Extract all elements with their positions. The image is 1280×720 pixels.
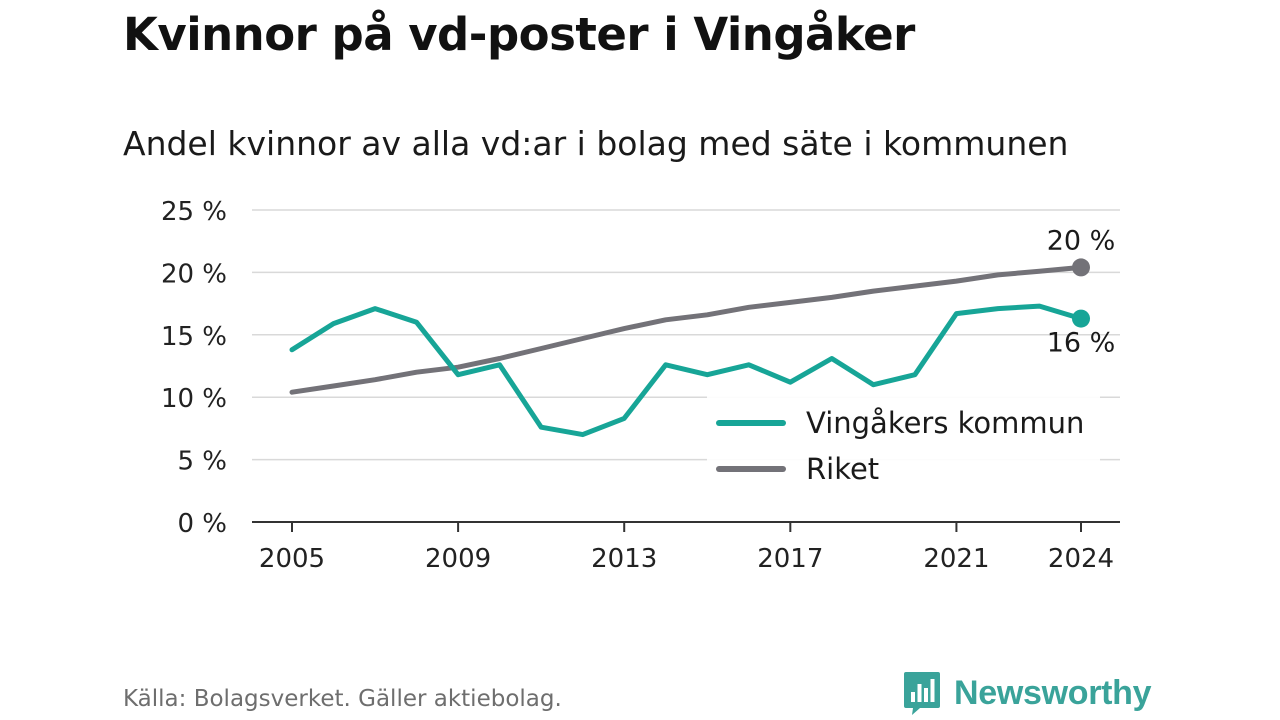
- end-label-riket: 20 %: [1047, 225, 1116, 256]
- end-labels: 20 % 16 %: [1047, 225, 1116, 358]
- y-tick-label: 15 %: [161, 322, 227, 352]
- legend-label-riket: Riket: [806, 452, 879, 486]
- y-tick-label: 25 %: [161, 197, 227, 227]
- end-label-kommun: 16 %: [1047, 328, 1116, 359]
- line-chart: 0 % 5 % 10 % 15 % 20 % 25 % 2005 2009 2013 2017 20…: [161, 197, 1120, 574]
- axes: 0 % 5 % 10 % 15 % 20 % 25 % 2005 2009 2013 2017 20…: [161, 197, 1120, 574]
- bar-chart-speech-bubble-icon: [904, 672, 940, 715]
- y-tick-label: 5 %: [177, 447, 227, 477]
- legend-background: [707, 396, 1100, 490]
- x-tick-label: 2017: [757, 544, 823, 574]
- series-line-riket: [289, 264, 1084, 395]
- y-tick-label: 10 %: [161, 384, 227, 414]
- series-line-kommun: [289, 303, 1084, 438]
- end-point-kommun: [1072, 309, 1090, 328]
- y-tick-label: 0 %: [177, 509, 227, 539]
- chart-subtitle: Andel kvinnor av alla vd:ar i bolag med …: [123, 124, 1069, 163]
- x-tick-label: 2024: [1048, 544, 1114, 574]
- x-tick-label: 2021: [923, 544, 989, 574]
- series-lines: [289, 258, 1090, 438]
- x-tick-label: 2009: [425, 544, 491, 574]
- x-tick-label: 2013: [591, 544, 657, 574]
- end-point-riket: [1072, 258, 1090, 277]
- source-note: Källa: Bolagsverket. Gäller aktiebolag.: [123, 686, 562, 712]
- y-tick-label: 20 %: [161, 259, 227, 289]
- brand-name: Newsworthy: [954, 673, 1152, 712]
- brand-logo: Newsworthy: [902, 670, 1152, 716]
- legend-label-kommun: Vingåkers kommun: [806, 406, 1084, 440]
- chart-title: Kvinnor på vd-poster i Vingåker: [123, 8, 915, 61]
- legend: Vingåkers kommun Riket: [707, 396, 1100, 490]
- x-tick-label: 2005: [259, 544, 325, 574]
